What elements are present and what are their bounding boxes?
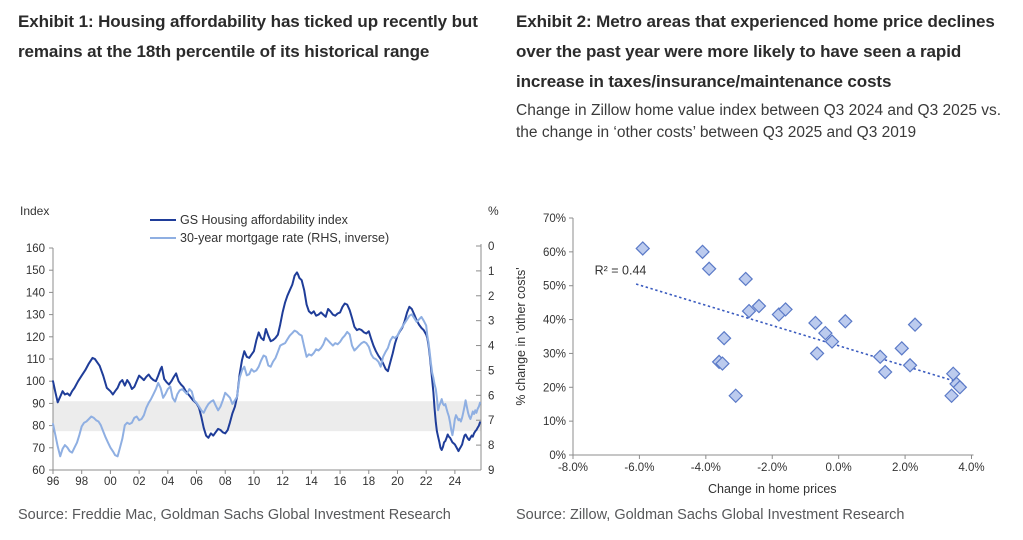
scatter-point <box>944 388 959 404</box>
svg-text:20: 20 <box>391 476 404 488</box>
costs-scatter-chart: 0% 10% 20% 30% 40% 50% 60% 70% -8.0% -6.0% -4.0% -2… <box>514 213 985 496</box>
scatter-point <box>635 241 651 256</box>
svg-text:3: 3 <box>488 316 494 328</box>
series-line <box>52 313 481 458</box>
svg-text:2.0%: 2.0% <box>892 462 918 474</box>
scatter-point <box>695 244 710 260</box>
exhibit1-column: Exhibit 1: Housing affordability has tic… <box>18 0 504 67</box>
svg-text:9: 9 <box>488 465 494 477</box>
exhibit1-title: Exhibit 1: Housing affordability has tic… <box>18 12 478 61</box>
scatter-point <box>837 313 853 329</box>
scatter-point <box>872 349 888 365</box>
svg-text:120: 120 <box>26 332 45 344</box>
svg-text:-8.0%: -8.0% <box>558 462 588 474</box>
svg-text:50%: 50% <box>543 281 566 293</box>
svg-text:2: 2 <box>488 291 494 303</box>
scatter-point <box>728 388 744 404</box>
exhibit1-source: Source: Freddie Mac, Goldman Sachs Globa… <box>18 507 451 523</box>
svg-text:20%: 20% <box>543 382 566 394</box>
scatter-point <box>894 341 910 356</box>
svg-text:10%: 10% <box>543 416 566 428</box>
svg-text:40%: 40% <box>543 315 566 327</box>
scatter-point <box>824 334 840 349</box>
svg-text:-6.0%: -6.0% <box>624 462 654 474</box>
exhibit2-title: Exhibit 2: Metro areas that experienced … <box>516 12 995 91</box>
svg-text:12: 12 <box>276 476 289 488</box>
svg-text:5: 5 <box>488 365 494 377</box>
svg-text:98: 98 <box>75 476 88 488</box>
scatter-point <box>809 346 825 361</box>
svg-text:-2.0%: -2.0% <box>757 462 787 474</box>
legend-label: GS Housing affordability index <box>180 213 349 227</box>
svg-text:14: 14 <box>305 476 318 488</box>
scatter-point <box>741 303 757 319</box>
scatter-point <box>907 317 923 332</box>
svg-text:60: 60 <box>32 465 45 477</box>
svg-text:60%: 60% <box>543 247 566 259</box>
scatter-point <box>808 315 823 331</box>
scatter-point <box>738 271 754 287</box>
svg-text:00: 00 <box>104 476 117 488</box>
exhibit2-subtitle: Change in Zillow home value index betwee… <box>516 102 1002 141</box>
scatter-xlabel: Change in home prices <box>708 482 837 496</box>
svg-text:160: 160 <box>26 243 45 255</box>
svg-text:150: 150 <box>26 265 45 277</box>
affordability-line-chart: 1601501401301201101009080706001234567899… <box>20 204 499 488</box>
svg-text:8: 8 <box>488 440 494 452</box>
svg-text:22: 22 <box>420 476 433 488</box>
svg-text:0.0%: 0.0% <box>826 462 852 474</box>
svg-text:70: 70 <box>32 443 45 455</box>
svg-text:110: 110 <box>27 354 45 366</box>
scatter-point <box>751 298 767 314</box>
exhibit2-source: Source: Zillow, Goldman Sachs Global Inv… <box>516 507 905 523</box>
scatter-point <box>902 357 918 373</box>
left-axis-unit-label: Index <box>20 204 49 218</box>
svg-text:0%: 0% <box>549 450 566 462</box>
exhibit2-column: Exhibit 2: Metro areas that experienced … <box>516 0 1014 144</box>
svg-text:18: 18 <box>362 476 375 488</box>
scatter-point <box>778 302 793 317</box>
svg-text:80: 80 <box>32 421 45 433</box>
svg-text:08: 08 <box>219 476 232 488</box>
svg-text:-4.0%: -4.0% <box>691 462 721 474</box>
svg-text:16: 16 <box>334 476 347 488</box>
svg-text:02: 02 <box>133 476 146 488</box>
svg-text:0: 0 <box>488 241 494 253</box>
scatter-point <box>716 330 732 346</box>
series-line <box>52 271 481 453</box>
svg-text:30%: 30% <box>543 348 566 360</box>
svg-text:7: 7 <box>488 415 494 427</box>
svg-text:1: 1 <box>488 266 494 278</box>
scatter-point <box>715 356 730 371</box>
svg-text:4: 4 <box>488 341 495 353</box>
scatter-point <box>818 325 833 341</box>
svg-text:96: 96 <box>47 476 60 488</box>
svg-text:04: 04 <box>161 476 174 488</box>
svg-text:10: 10 <box>248 476 261 488</box>
svg-text:6: 6 <box>488 390 494 402</box>
scatter-point <box>952 379 968 395</box>
right-axis-unit-label: % <box>488 204 499 218</box>
scatter-point <box>877 364 893 380</box>
svg-text:100: 100 <box>26 376 45 388</box>
svg-text:70%: 70% <box>543 213 566 225</box>
svg-text:24: 24 <box>448 476 461 488</box>
svg-text:06: 06 <box>190 476 203 488</box>
legend-label: 30-year mortgage rate (RHS, inverse) <box>180 231 389 245</box>
svg-text:130: 130 <box>26 310 45 322</box>
svg-text:90: 90 <box>32 398 45 410</box>
scatter-ylabel: % change in 'other costs' <box>514 267 528 405</box>
r-squared-annotation: R² = 0.44 <box>595 263 647 277</box>
svg-text:4.0%: 4.0% <box>958 462 984 474</box>
scatter-point <box>701 261 717 277</box>
svg-text:140: 140 <box>26 287 45 299</box>
